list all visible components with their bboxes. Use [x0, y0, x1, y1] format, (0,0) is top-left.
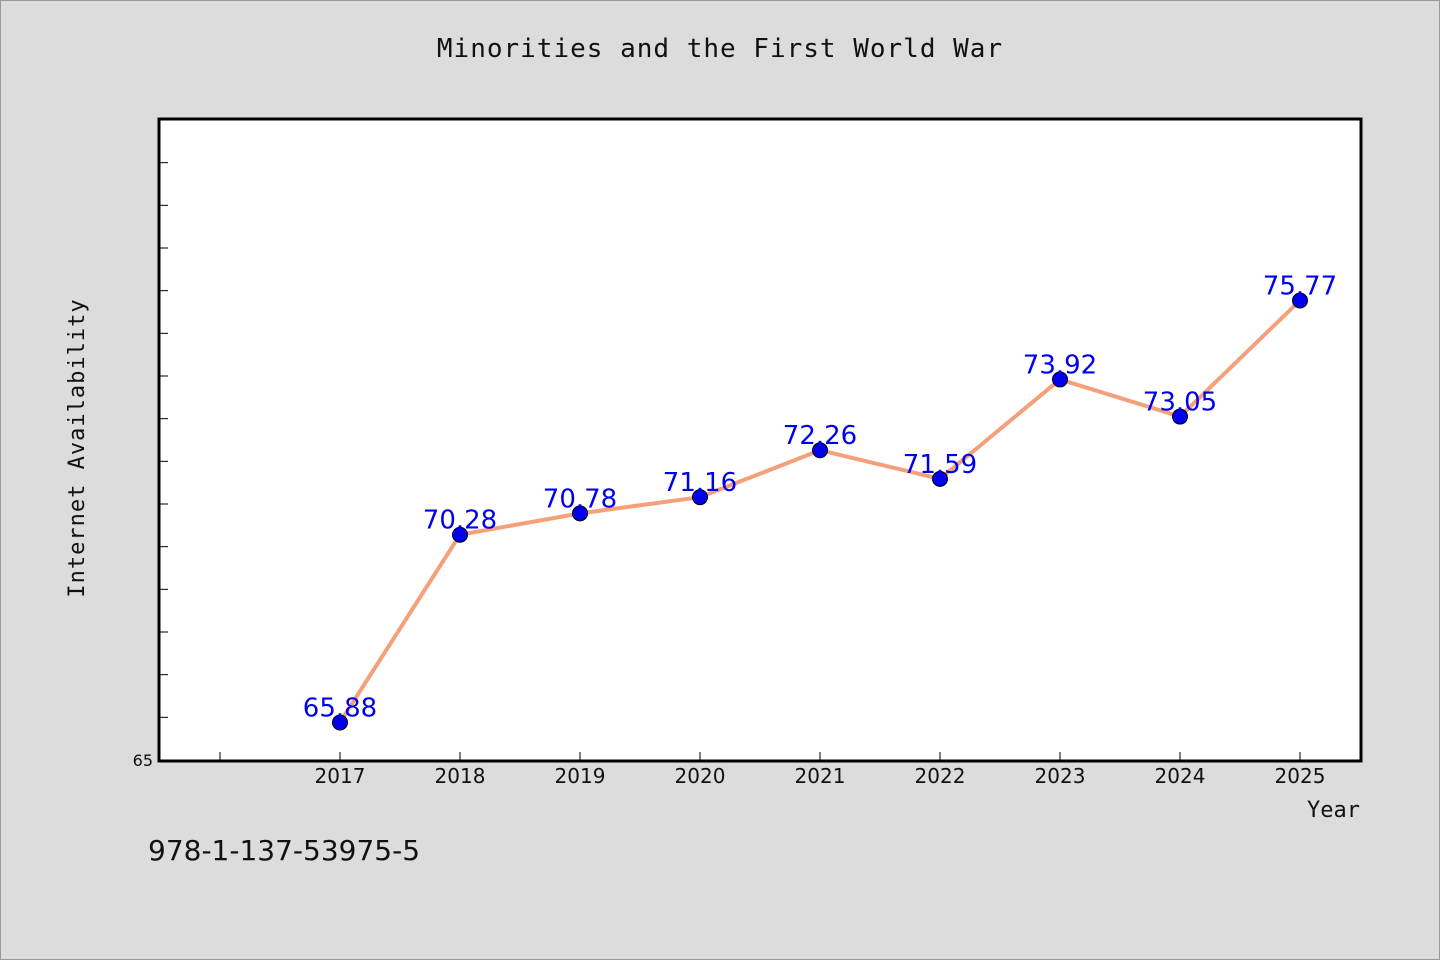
- y-axis-ticks: [160, 162, 168, 718]
- x-tick-label: 2019: [555, 764, 606, 788]
- data-label: 65.88: [303, 693, 377, 723]
- data-point: [1292, 292, 1308, 309]
- chart-title: Minorities and the First World War: [436, 34, 1004, 64]
- x-tick-label: 2022: [915, 764, 966, 788]
- data-point: [692, 489, 708, 506]
- data-label: 73.05: [1143, 388, 1217, 418]
- data-point: [1172, 408, 1188, 425]
- x-tick-label: 2018: [435, 764, 486, 788]
- data-label: 71.16: [663, 468, 737, 498]
- data-label: 72.26: [783, 421, 857, 451]
- footer-code: 978-1-137-53975-5: [148, 834, 421, 867]
- data-point: [1052, 371, 1068, 388]
- data-point: [812, 442, 828, 459]
- y-tick-label: 65: [133, 751, 153, 770]
- data-label: 70.78: [543, 484, 617, 514]
- data-point: [932, 470, 948, 487]
- y-axis-label: Internet Availability: [65, 298, 90, 597]
- data-label: 75.77: [1263, 271, 1337, 301]
- series-layer: 65.88 70.28 70.78 71.16 72.26 71.59 73.92 73.05…: [303, 271, 1337, 731]
- data-point: [452, 526, 468, 543]
- x-tick-label: 2017: [315, 764, 366, 788]
- data-point: [332, 714, 348, 731]
- x-tick-label: 2023: [1035, 764, 1086, 788]
- plot-area: [157, 117, 1363, 763]
- data-label: 71.59: [903, 450, 977, 480]
- x-tick-label: 2020: [675, 764, 726, 788]
- x-tick-label: 2024: [1155, 764, 1206, 788]
- data-point: [572, 505, 588, 522]
- data-label: 70.28: [423, 506, 497, 536]
- data-label: 73.92: [1023, 350, 1097, 380]
- x-tick-label: 2021: [795, 764, 846, 788]
- x-tick-label: 2025: [1275, 764, 1326, 788]
- x-axis-ticks: 2017 2018 2019 2020 2021 2022 2023 2024 2025: [219, 752, 1326, 788]
- x-axis-label: Year: [1307, 798, 1360, 823]
